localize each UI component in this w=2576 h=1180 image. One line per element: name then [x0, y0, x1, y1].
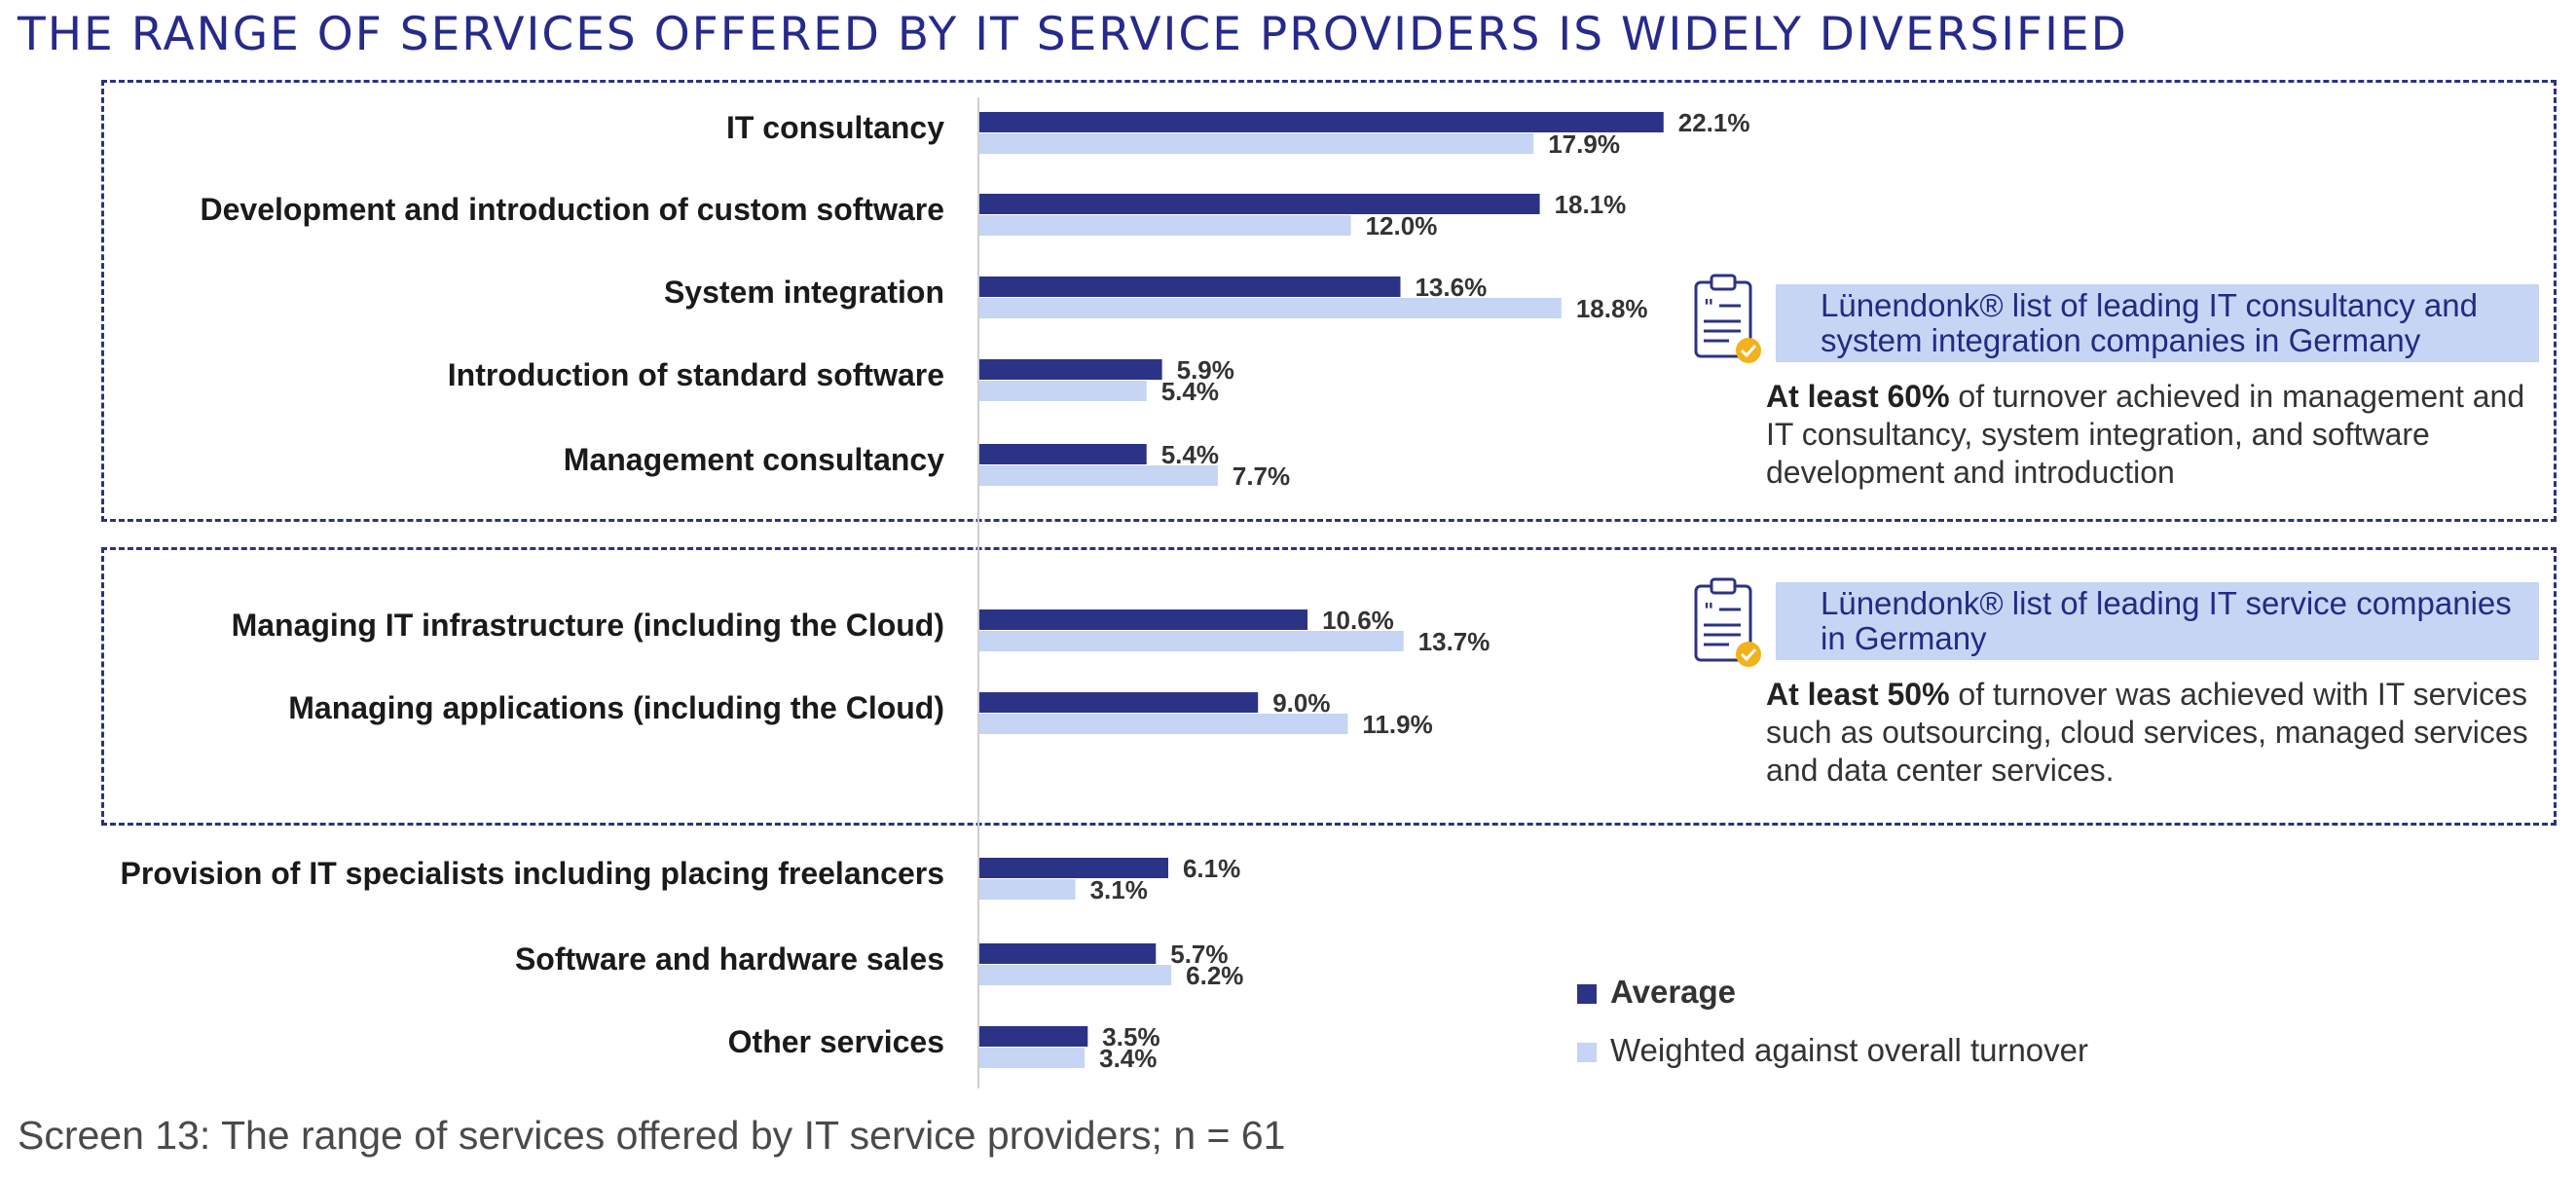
category-label: Managing IT infrastructure (including th…	[232, 608, 944, 643]
bar-weighted	[979, 298, 1562, 318]
data-label: 18.1%	[1555, 190, 1627, 219]
data-label: 6.1%	[1183, 854, 1240, 883]
data-label: 3.5%	[1102, 1022, 1159, 1051]
legend-swatch-weighted	[1577, 1043, 1597, 1063]
data-label: 9.0%	[1272, 688, 1330, 718]
data-label: 10.6%	[1322, 606, 1394, 635]
bar-average	[979, 194, 1540, 214]
data-label: 22.1%	[1678, 108, 1750, 137]
legend-swatch-average	[1577, 984, 1597, 1005]
group-box-consultancy	[101, 80, 2557, 522]
bar-weighted	[979, 714, 1348, 734]
data-label: 3.1%	[1090, 875, 1148, 904]
bar-average	[979, 943, 1157, 964]
group-box-it-services	[101, 547, 2557, 826]
svg-text:": "	[1704, 295, 1713, 318]
bar-weighted	[979, 879, 1076, 900]
clipboard-check-icon: "	[1694, 577, 1761, 667]
category-label: Development and introduction of custom s…	[201, 192, 945, 227]
bar-weighted	[979, 965, 1172, 985]
svg-text:": "	[1704, 599, 1713, 622]
bar-average	[979, 277, 1401, 297]
data-label: 5.4%	[1161, 377, 1219, 406]
legend-item-weighted: Weighted against overall turnover	[1577, 1032, 2088, 1069]
legend-item-average: Average	[1577, 974, 1736, 1011]
callout-banner: Lünendonk® list of leading IT consultanc…	[1776, 284, 2539, 362]
figure-caption: Screen 13: The range of services offered…	[18, 1113, 1286, 1158]
callout-text: of turnover achieved in management and I…	[1766, 379, 2525, 490]
category-label: Management consultancy	[564, 442, 944, 477]
bar-average	[979, 609, 1308, 630]
category-label: Managing applications (including the Clo…	[288, 690, 944, 725]
category-label: System integration	[664, 275, 944, 310]
data-label: 5.4%	[1161, 440, 1219, 469]
category-label: Introduction of standard software	[448, 357, 944, 392]
bar-average	[979, 1026, 1088, 1047]
data-label: 5.7%	[1170, 940, 1228, 969]
category-label: Software and hardware sales	[515, 941, 944, 977]
data-label: 6.2%	[1186, 961, 1243, 990]
chart-title: THE RANGE OF SERVICES OFFERED BY IT SERV…	[18, 8, 2128, 61]
bar-weighted	[979, 133, 1534, 154]
data-label: 12.0%	[1366, 211, 1438, 240]
category-label: Provision of IT specialists including pl…	[121, 856, 944, 891]
bar-weighted	[979, 1048, 1086, 1068]
data-label: 5.9%	[1177, 355, 1234, 385]
bar-average	[979, 112, 1664, 132]
bar-average	[979, 692, 1259, 713]
bar-weighted	[979, 381, 1147, 401]
clipboard-check-icon: "	[1694, 274, 1761, 363]
data-label: 3.4%	[1099, 1044, 1157, 1073]
category-label: IT consultancy	[726, 110, 944, 145]
data-label: 11.9%	[1362, 710, 1432, 739]
bar-weighted	[979, 215, 1351, 236]
bar-weighted	[979, 631, 1404, 651]
data-label: 7.7%	[1233, 461, 1290, 491]
callout-highlight: At least 50%	[1766, 677, 1950, 712]
bar-average	[979, 444, 1147, 464]
callout-body: At least 50% of turnover was achieved wi…	[1766, 676, 2535, 790]
category-label: Other services	[728, 1024, 944, 1059]
legend-label: Average	[1610, 974, 1737, 1010]
data-label: 17.9%	[1548, 129, 1620, 159]
data-label: 13.7%	[1418, 627, 1490, 656]
callout-banner: Lünendonk® list of leading IT service co…	[1776, 582, 2539, 660]
data-label: 18.8%	[1576, 294, 1648, 323]
data-label: 13.6%	[1415, 273, 1487, 302]
bar-weighted	[979, 465, 1218, 486]
legend-label: Weighted against overall turnover	[1610, 1032, 2089, 1068]
callout-text: of turnover was achieved with IT service…	[1766, 677, 2528, 788]
bar-average	[979, 359, 1162, 380]
bar-average	[979, 858, 1168, 878]
callout-highlight: At least 60%	[1766, 379, 1950, 414]
callout-body: At least 60% of turnover achieved in man…	[1766, 378, 2535, 492]
